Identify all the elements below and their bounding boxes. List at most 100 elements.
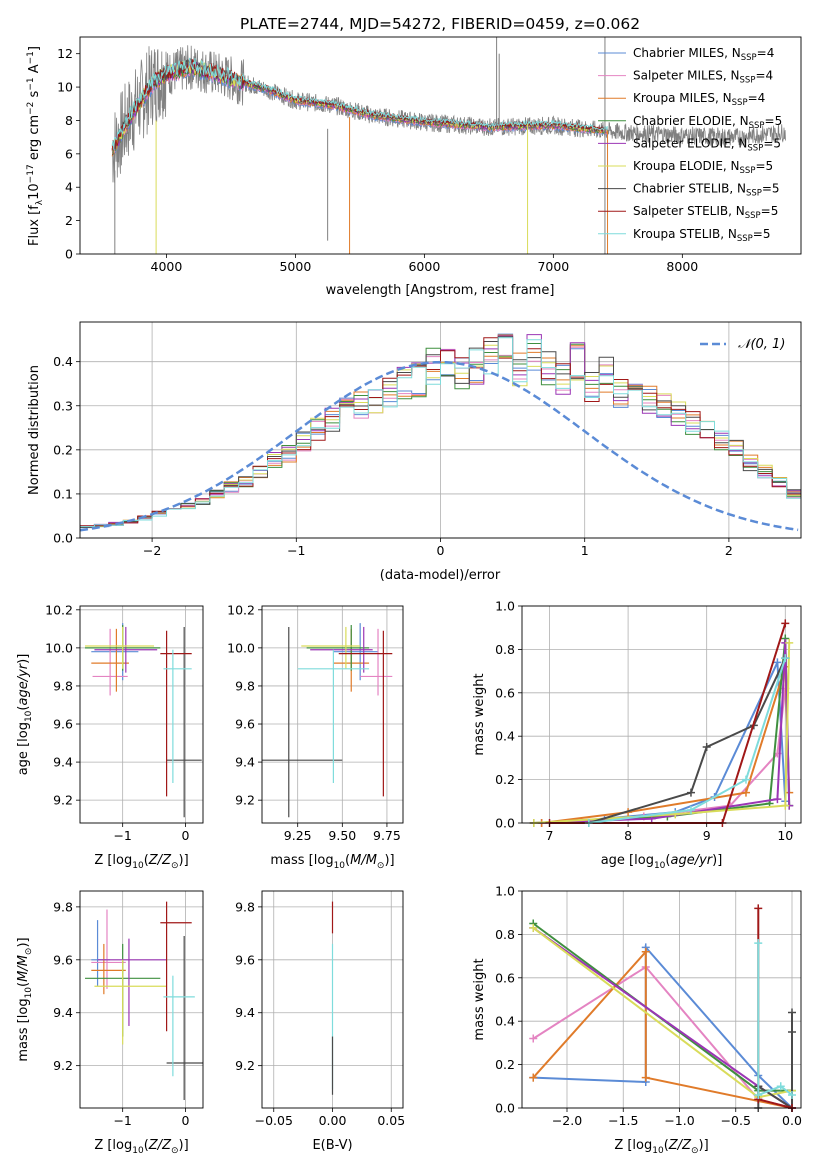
- label-part: (: [144, 1138, 149, 1153]
- errorbar-kroupa_stelib: [163, 649, 192, 784]
- y-tick-label: 10.2: [227, 602, 255, 617]
- label-part: 10: [652, 1146, 664, 1156]
- weight-line-kroupa_miles: [532, 949, 793, 1109]
- legend-label: Chabrier MILES, NSSP=4: [633, 46, 774, 63]
- mass_vs_Z-chart: −1 09.29.49.69.8Z [log10(Z/Z⊙)]mass [log1…: [16, 890, 204, 1156]
- weight-marker: [788, 1008, 796, 1017]
- legend-label-part: SSP: [745, 211, 761, 221]
- label-part: mass weight: [472, 673, 487, 755]
- y-tick-label: 9.4: [235, 755, 255, 770]
- x-tick-label: 9.25: [284, 828, 312, 843]
- y-tick-label: 0.6: [495, 685, 515, 700]
- legend-label-part: SSP: [749, 121, 765, 131]
- spectrum-chart: 4000 5000 6000 7000 8000 0 2 4 6 8 10 12 Chabrier MI…: [26, 15, 802, 298]
- y-tick-label: 10.0: [45, 640, 73, 655]
- histogram-salpeter_stelib: [80, 337, 801, 527]
- y-axis-label: mass weight: [472, 958, 487, 1040]
- label-part: Z [log: [614, 1138, 652, 1153]
- errorbar-chabrier_stelib: [166, 626, 202, 818]
- y-tick-label: 4: [65, 180, 73, 195]
- weight_vs_Z-chart: −2.0 −1.5 −1.0 −0.5 0.0 0.0 0.2 0.4 0.6 0.8 1.0 Z […: [472, 884, 802, 1157]
- errorbar-salpeter_stelib: [160, 901, 192, 1032]
- errorbar-salpeter_elodie: [94, 626, 158, 673]
- errorbar-salpeter_miles: [91, 909, 126, 989]
- x-axis-label: wavelength [Angstrom, rest frame]: [326, 283, 555, 298]
- y-tick-label: 9.6: [235, 717, 255, 732]
- y-tick-label: 9.2: [235, 793, 255, 808]
- legend-label-part: SSP: [732, 98, 748, 108]
- y-tick-label: 0.8: [495, 642, 515, 657]
- label-part: 10: [132, 861, 144, 871]
- legend-label-part: =5: [765, 114, 783, 128]
- y-tick-label: 9.4: [53, 1005, 73, 1020]
- axes-frame: [79, 36, 802, 255]
- label-part: 10: [334, 861, 346, 871]
- x-tick-label: −1: [287, 543, 305, 558]
- weight-line-chabrier_stelib: [588, 657, 787, 824]
- x-tick-label: 0.00: [319, 1113, 347, 1128]
- legend-label-part: Chabrier ELODIE, N: [633, 114, 749, 128]
- legend-label-part: SSP: [746, 189, 762, 199]
- legend-label-part: =5: [762, 182, 780, 196]
- x-tick-label: 7000: [537, 259, 569, 274]
- y-tick-label: 0.4: [53, 354, 73, 369]
- y-tick-label: 0.2: [495, 772, 515, 787]
- x-axis-label: Z [log10(Z/Z⊙)]: [94, 1138, 188, 1156]
- weight-marker: [529, 1034, 538, 1043]
- y-tick-label: 2: [65, 213, 73, 228]
- weight-marker: [754, 904, 763, 913]
- axes-frame: [79, 321, 802, 539]
- weight-marker: [788, 1028, 796, 1037]
- weight-line-salpeter_stelib: [757, 908, 793, 1109]
- legend-label: Kroupa MILES, NSSP=4: [633, 91, 765, 108]
- legend-label-part: =5: [761, 204, 779, 218]
- label-part: 10: [654, 861, 666, 871]
- y-axis-label: age [log10(age/yr)]: [16, 654, 34, 776]
- x-tick-label: 8: [624, 828, 632, 843]
- weight-marker: [529, 923, 538, 932]
- label-part: )]: [712, 853, 722, 868]
- x-tick-label: 0.05: [377, 1113, 405, 1128]
- label-part: )]: [16, 654, 31, 664]
- label-part: mass [log: [16, 998, 31, 1061]
- histogram-kroupa_stelib: [80, 337, 801, 528]
- plot-area: [529, 904, 796, 1112]
- x-tick-label: 9.50: [328, 828, 356, 843]
- y-tick-label: 9.2: [53, 793, 73, 808]
- legend-label: Salpeter STELIB, NSSP=5: [633, 204, 778, 221]
- x-tick-label: 7: [546, 828, 554, 843]
- y-tick-label: 9.4: [53, 755, 73, 770]
- x-tick-label: −0.05: [255, 1113, 293, 1128]
- weight-marker: [641, 1073, 650, 1082]
- label-part: Z/Z: [148, 1138, 172, 1153]
- label-part: 10: [24, 987, 34, 999]
- y-tick-label: 10.0: [227, 640, 255, 655]
- legend-label-part: Kroupa STELIB, N: [633, 227, 737, 241]
- x-tick-label: 9: [703, 828, 711, 843]
- weight-marker: [529, 1073, 538, 1082]
- x-axis-label: age [log10(age/yr)]: [601, 853, 723, 871]
- label-part: Z [log: [94, 853, 132, 868]
- legend-label-part: =5: [763, 136, 781, 150]
- weight-marker: [781, 801, 790, 810]
- y-tick-label: 9.4: [235, 1005, 255, 1020]
- y-axis-label: mass weight: [472, 673, 487, 755]
- weight-marker: [785, 638, 794, 647]
- errorbar-salpeter_miles: [92, 628, 128, 696]
- errorbar-kroupa_elodie: [85, 626, 155, 669]
- label-part: )]: [179, 853, 189, 868]
- legend-label-part: Salpeter STELIB, N: [633, 204, 745, 218]
- normal-curve-line: [79, 360, 799, 532]
- legend-label: Chabrier ELODIE, NSSP=5: [633, 114, 782, 131]
- y-tick-label: 0.4: [495, 1014, 515, 1029]
- weight-line-chabrier_elodie: [532, 922, 792, 1092]
- x-tick-label: 10: [777, 828, 793, 843]
- errorbar-kroupa_stelib: [297, 649, 370, 784]
- label-part: )]: [179, 1138, 189, 1153]
- legend-label-part: SSP: [740, 76, 756, 86]
- legend-label: Salpeter ELODIE, NSSP=5: [633, 136, 781, 153]
- label-part: −1: [26, 77, 36, 90]
- x-tick-label: 5000: [279, 259, 311, 274]
